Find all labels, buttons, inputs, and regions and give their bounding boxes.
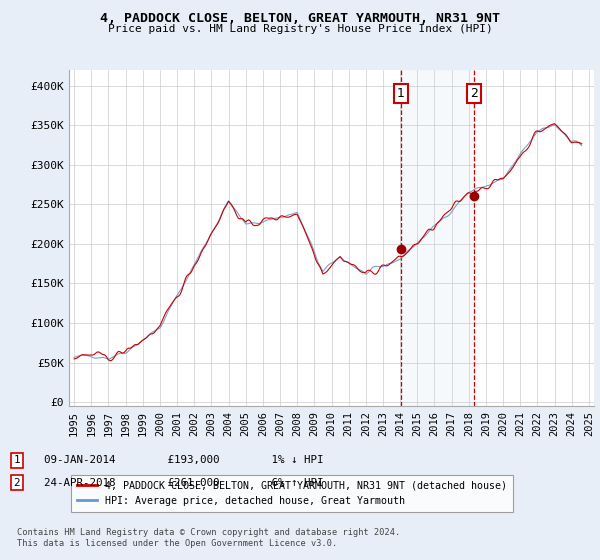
Text: 4, PADDOCK CLOSE, BELTON, GREAT YARMOUTH, NR31 9NT: 4, PADDOCK CLOSE, BELTON, GREAT YARMOUTH… [100,12,500,25]
Text: 2: 2 [470,87,478,100]
Text: Contains HM Land Registry data © Crown copyright and database right 2024.
This d: Contains HM Land Registry data © Crown c… [17,528,400,548]
Text: Price paid vs. HM Land Registry's House Price Index (HPI): Price paid vs. HM Land Registry's House … [107,24,493,34]
Text: 24-APR-2018        £261,000        6% ↑ HPI: 24-APR-2018 £261,000 6% ↑ HPI [44,478,323,488]
Legend: 4, PADDOCK CLOSE, BELTON, GREAT YARMOUTH, NR31 9NT (detached house), HPI: Averag: 4, PADDOCK CLOSE, BELTON, GREAT YARMOUTH… [71,475,514,512]
Text: 1: 1 [397,87,404,100]
Bar [401,70,474,406]
Text: 09-JAN-2014        £193,000        1% ↓ HPI: 09-JAN-2014 £193,000 1% ↓ HPI [44,455,323,465]
Text: 1: 1 [14,455,20,465]
Text: 2: 2 [14,478,20,488]
